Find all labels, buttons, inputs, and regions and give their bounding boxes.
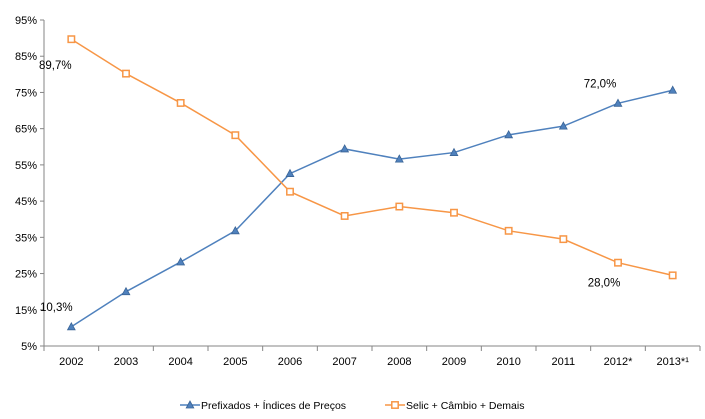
x-axis-ticks: 2002 2003 2004 2005 2006 2007 2008 2009 2010 2011…: [43, 346, 701, 368]
y-axis-ticks: 5% 15% 25% 35% 45% 55% 65% 75% 85% 95%: [15, 15, 44, 353]
y-tick-label: 15%: [15, 305, 37, 317]
series-line-1: [70, 89, 673, 328]
x-tick-label: 2010: [496, 356, 520, 368]
triangle-marker: [66, 321, 76, 331]
y-tick-label: 65%: [15, 124, 37, 136]
square-marker: [122, 69, 130, 78]
axes: [43, 20, 700, 347]
y-tick-label: 95%: [15, 15, 37, 27]
y-tick-label: 45%: [15, 196, 37, 208]
triangle-marker: [558, 121, 568, 130]
y-tick-label: 55%: [15, 160, 37, 172]
x-tick-label: 2008: [387, 356, 411, 368]
y-tick-label: 25%: [15, 269, 37, 281]
x-tick-label: 2005: [223, 356, 247, 368]
square-marker: [668, 271, 677, 280]
y-tick-label: 85%: [15, 51, 37, 63]
x-tick-label: 2007: [332, 356, 356, 368]
triangle-marker: [613, 98, 623, 107]
square-marker: [286, 187, 294, 196]
square-marker: [395, 202, 404, 211]
triangle-marker: [449, 147, 459, 156]
x-tick-label: 2012*: [604, 356, 633, 368]
triangle-marker: [176, 257, 186, 266]
x-tick-label: 2011: [552, 356, 576, 368]
legend: Prefixados + Índices de Preços Selic + Câ…: [180, 399, 524, 412]
square-marker: [340, 212, 349, 220]
data-labels: 89,7% 10,3% 72,0% 28,0%: [39, 60, 620, 314]
x-tick-label: 2002: [59, 356, 83, 368]
series-markers: [66, 35, 678, 331]
y-tick-label: 5%: [21, 341, 37, 353]
square-marker: [450, 208, 458, 217]
data-label: 72,0%: [584, 78, 617, 90]
square-marker: [231, 131, 240, 140]
x-tick-label: 2006: [278, 356, 302, 368]
legend-triangle-marker: [185, 400, 195, 409]
triangle-marker: [121, 286, 131, 296]
triangle-marker: [340, 144, 350, 153]
square-marker: [559, 235, 568, 244]
legend-label-2: Selic + Câmbio + Demais: [406, 400, 524, 412]
square-marker: [67, 35, 76, 44]
x-tick-label: 2004: [168, 356, 192, 368]
series-lines: [70, 38, 673, 328]
y-tick-label: 35%: [15, 232, 37, 244]
triangle-marker: [668, 85, 678, 94]
legend-label-1: Prefixados + Índices de Preços: [201, 399, 346, 412]
x-tick-label: 2009: [442, 356, 466, 368]
triangle-marker: [504, 129, 514, 139]
y-tick-label: 75%: [15, 87, 37, 99]
square-marker: [614, 258, 622, 267]
data-label: 28,0%: [588, 278, 621, 290]
triangle-marker: [230, 225, 240, 235]
triangle-marker: [285, 168, 295, 177]
square-marker: [176, 98, 185, 107]
series-line-2: [70, 38, 673, 277]
square-marker: [504, 226, 513, 235]
triangle-marker: [394, 154, 404, 163]
data-label: 10,3%: [40, 302, 73, 314]
data-label: 89,7%: [39, 60, 72, 72]
x-tick-label: 2013*¹: [656, 356, 689, 368]
x-tick-label: 2003: [114, 356, 138, 368]
legend-square-marker: [391, 401, 399, 409]
